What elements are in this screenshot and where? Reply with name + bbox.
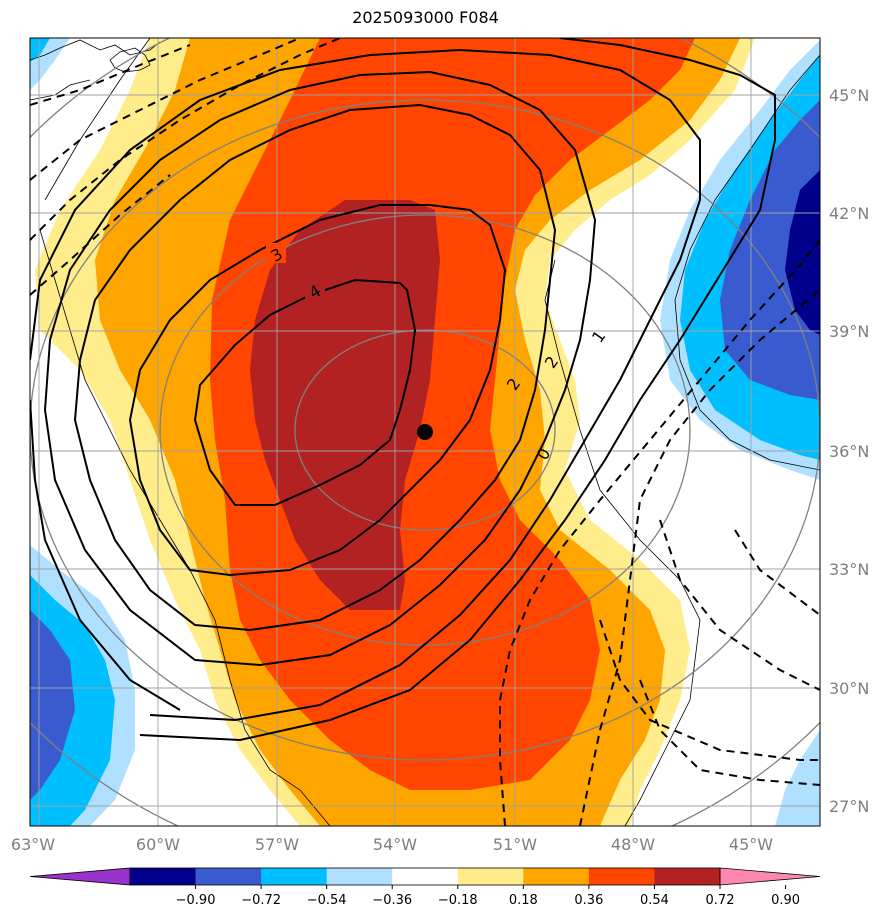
- colorbar-extend-high: [719, 867, 821, 886]
- coastlines: [30, 38, 820, 826]
- colorbar-label: 0.90: [771, 893, 800, 908]
- shade-neg-0.54-left: [30, 610, 75, 800]
- lat-label-39: 39°N: [829, 322, 869, 341]
- colorbar-swatch: [326, 868, 393, 885]
- lon-label-45: 45°W: [729, 835, 773, 854]
- shade-neg-0.72-right: [785, 170, 820, 335]
- contours-negative: [30, 38, 820, 826]
- colorbar-swatch: [654, 868, 721, 885]
- contour-4: [193, 278, 417, 506]
- contour-0: [30, 399, 181, 711]
- colorbar-swatch: [588, 868, 655, 885]
- colorbar-swatch: [261, 868, 328, 885]
- lon-label-51: 51°W: [493, 835, 537, 854]
- colorbar-outline: [129, 867, 721, 886]
- lon-label-57: 57°W: [255, 835, 299, 854]
- lon-label-48: 48°W: [611, 835, 655, 854]
- colorbar-extend-low: [29, 867, 131, 886]
- colorbar-label: −0.54: [307, 893, 347, 908]
- lat-label-27: 27°N: [829, 797, 869, 816]
- colorbar-label: 0.18: [509, 893, 538, 908]
- lat-label-33: 33°N: [829, 560, 869, 579]
- shade-neg-top-left-2: [30, 38, 50, 62]
- colorbar-label: 0.72: [706, 893, 735, 908]
- lat-label-42: 42°N: [829, 204, 869, 223]
- colorbar-swatch: [392, 868, 459, 885]
- lon-label-54: 54°W: [373, 835, 417, 854]
- colorbar-swatch: [130, 868, 197, 885]
- colorbar-label: −0.36: [372, 893, 412, 908]
- lon-label-63: 63°W: [11, 835, 55, 854]
- lat-axis: 45°N 42°N 39°N 36°N 33°N 30°N 27°N: [829, 86, 869, 816]
- colorbar: −0.90 −0.72 −0.54 −0.36 −0.18 0.18 0.36 0.54 0.7…: [29, 867, 821, 908]
- colorbar-label: 0.54: [640, 893, 669, 908]
- lat-label-45: 45°N: [829, 86, 869, 105]
- lon-label-60: 60°W: [136, 835, 180, 854]
- colorbar-label: −0.72: [241, 893, 281, 908]
- colorbar-swatch: [523, 868, 590, 885]
- contour-2a: [73, 103, 557, 632]
- contour-3: [128, 204, 507, 577]
- center-point-marker: [417, 424, 433, 440]
- colorbar-label: −0.18: [438, 893, 478, 908]
- lon-axis: 63°W 60°W 57°W 54°W 51°W 48°W 45°W: [11, 835, 773, 854]
- colorbar-label: 0.36: [574, 893, 603, 908]
- contours-positive: [30, 38, 776, 742]
- shade-neg-bottom-right: [775, 730, 820, 826]
- contour-2b: [43, 70, 597, 667]
- graticule: [30, 38, 820, 826]
- colorbar-swatch: [457, 868, 524, 885]
- colorbar-label: −0.90: [176, 893, 216, 908]
- map-panel: [30, 38, 820, 826]
- colorbar-swatch: [195, 868, 262, 885]
- lat-label-30: 30°N: [829, 679, 869, 698]
- contour-1: [30, 48, 701, 722]
- contour-0b: [139, 38, 776, 742]
- lat-label-36: 36°N: [829, 442, 869, 461]
- map-title: 2025093000 F084: [352, 8, 499, 27]
- map-frame: [29, 37, 821, 827]
